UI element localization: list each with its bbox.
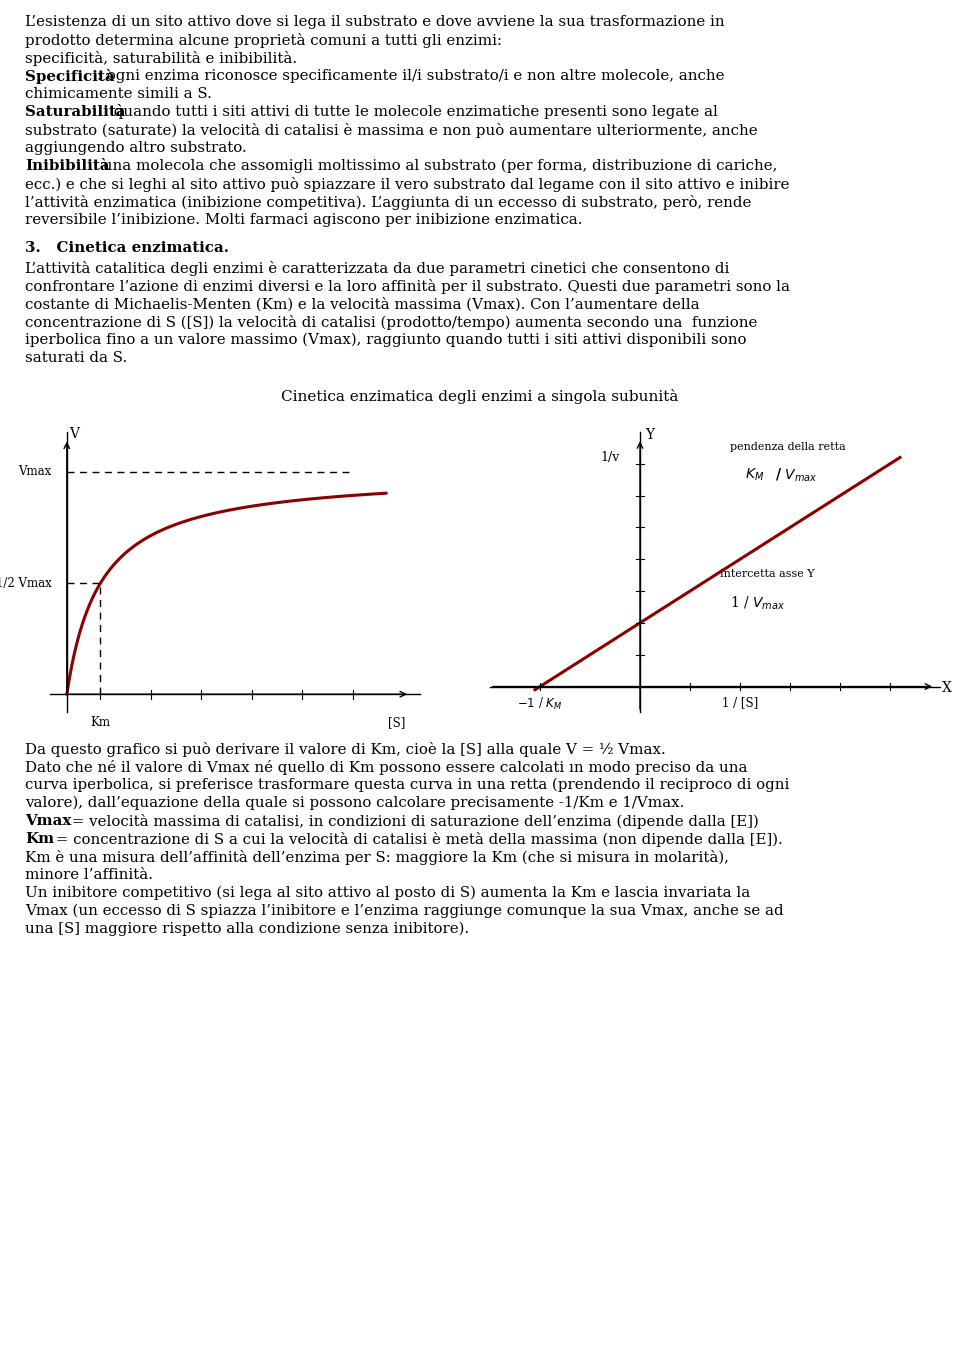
Text: : ogni enzima riconosce specificamente il/i substrato/i e non altre molecole, an: : ogni enzima riconosce specificamente i… bbox=[97, 70, 725, 83]
Text: Saturabilità: Saturabilità bbox=[25, 105, 126, 119]
Text: Da questo grafico si può derivare il valore di Km, cioè la [S] alla quale V = ½ : Da questo grafico si può derivare il val… bbox=[25, 742, 665, 757]
Text: $-1$ / $K_M$: $-1$ / $K_M$ bbox=[517, 696, 563, 712]
Text: Vmax: Vmax bbox=[18, 465, 52, 479]
Text: [S]: [S] bbox=[388, 716, 405, 730]
Text: 1 / [S]: 1 / [S] bbox=[722, 696, 758, 709]
Text: Km: Km bbox=[25, 832, 54, 846]
Text: costante di Michaelis-Menten (Km) e la velocità massima (Vmax). Con l’aumentare : costante di Michaelis-Menten (Km) e la v… bbox=[25, 297, 700, 311]
Text: Km è una misura dell’affinità dell’enzima per S: maggiore la Km (che si misura i: Km è una misura dell’affinità dell’enzim… bbox=[25, 850, 729, 865]
Text: prodotto determina alcune proprietà comuni a tutti gli enzimi:: prodotto determina alcune proprietà comu… bbox=[25, 33, 502, 48]
Text: Y: Y bbox=[645, 427, 654, 442]
Text: X: X bbox=[942, 681, 952, 694]
Text: Cinetica enzimatica degli enzimi a singola subunità: Cinetica enzimatica degli enzimi a singo… bbox=[281, 389, 679, 404]
Text: Dato che né il valore di Vmax né quello di Km possono essere calcolati ın modo p: Dato che né il valore di Vmax né quello … bbox=[25, 760, 748, 775]
Text: Vmax (un eccesso di S spiazza l’inibitore e l’enzima raggiunge comunque la sua V: Vmax (un eccesso di S spiazza l’inibitor… bbox=[25, 904, 783, 918]
Text: curva iperbolica, si preferisce trasformare questa curva in una retta (prendendo: curva iperbolica, si preferisce trasform… bbox=[25, 777, 789, 792]
Text: Vmax: Vmax bbox=[25, 814, 71, 828]
Text: specificità, saturabilità e inibibilità.: specificità, saturabilità e inibibilità. bbox=[25, 50, 298, 65]
Text: = concentrazione di S a cui la velocità di catalisi è metà della massima (non di: = concentrazione di S a cui la velocità … bbox=[51, 832, 782, 847]
Text: = velocità massima di catalisi, in condizioni di saturazione dell’enzima (dipend: = velocità massima di catalisi, in condi… bbox=[67, 814, 758, 829]
Text: 1/v: 1/v bbox=[601, 451, 620, 464]
Text: $K_M$: $K_M$ bbox=[745, 466, 764, 483]
Text: reversibile l’inibizione. Molti farmaci agiscono per inibizione enzimatica.: reversibile l’inibizione. Molti farmaci … bbox=[25, 213, 583, 226]
Text: minore l’affinità.: minore l’affinità. bbox=[25, 868, 153, 883]
Text: saturati da S.: saturati da S. bbox=[25, 351, 128, 366]
Text: substrato (saturate) la velocità di catalisi è massima e non può aumentare ulter: substrato (saturate) la velocità di cata… bbox=[25, 123, 757, 138]
Text: : quando tutti i siti attivi di tutte le molecole enzimatiche presenti sono lega: : quando tutti i siti attivi di tutte le… bbox=[104, 105, 718, 119]
Text: chimicamente simili a S.: chimicamente simili a S. bbox=[25, 87, 212, 101]
Text: aggiungendo altro substrato.: aggiungendo altro substrato. bbox=[25, 140, 247, 155]
Text: 1 / $V_{max}$: 1 / $V_{max}$ bbox=[730, 595, 785, 611]
Text: confrontare l’azione di enzimi diversi e la loro affinità per il substrato. Ques: confrontare l’azione di enzimi diversi e… bbox=[25, 280, 790, 295]
Text: / $V_{max}$: / $V_{max}$ bbox=[775, 466, 818, 484]
Text: l’attività enzimatica (inibizione competitiva). L’aggiunta di un eccesso di subs: l’attività enzimatica (inibizione compet… bbox=[25, 195, 752, 210]
Text: L’esistenza di un sito attivo dove si lega il substrato e dove avviene la sua tr: L’esistenza di un sito attivo dove si le… bbox=[25, 15, 725, 29]
Text: Un inibitore competitivo (si lega al sito attivo al posto di S) aumenta la Km e : Un inibitore competitivo (si lega al sit… bbox=[25, 887, 751, 900]
Text: iperbolica fino a un valore massimo (Vmax), raggiunto quando tutti i siti attivi: iperbolica fino a un valore massimo (Vma… bbox=[25, 333, 747, 348]
Text: L’attività catalitica degli enzimi è caratterizzata da due parametri cinetici ch: L’attività catalitica degli enzimi è car… bbox=[25, 261, 730, 276]
Text: intercetta asse Y: intercetta asse Y bbox=[720, 569, 815, 578]
Text: : una molecola che assomigli moltissimo al substrato (per forma, distribuzione d: : una molecola che assomigli moltissimo … bbox=[93, 160, 778, 173]
Text: ecc.) e che si leghi al sito attivo può spiazzare il vero substrato dal legame c: ecc.) e che si leghi al sito attivo può … bbox=[25, 177, 789, 192]
Text: concentrazione di S ([S]) la velocità di catalisi (prodotto/tempo) aumenta secon: concentrazione di S ([S]) la velocità di… bbox=[25, 315, 757, 330]
Text: Km: Km bbox=[90, 716, 110, 730]
Text: una [S] maggiore rispetto alla condizione senza inibitore).: una [S] maggiore rispetto alla condizion… bbox=[25, 922, 469, 937]
Text: V: V bbox=[69, 427, 80, 441]
Text: valore), dall’equazione della quale si possono calcolare precisamente -1/Km e 1/: valore), dall’equazione della quale si p… bbox=[25, 797, 684, 810]
Text: 1/2 Vmax: 1/2 Vmax bbox=[0, 577, 52, 589]
Text: Inibibilità: Inibibilità bbox=[25, 160, 109, 173]
Text: pendenza della retta: pendenza della retta bbox=[730, 442, 846, 451]
Text: 3.   Cinetica enzimatica.: 3. Cinetica enzimatica. bbox=[25, 241, 229, 255]
Text: Specificità: Specificità bbox=[25, 70, 114, 85]
